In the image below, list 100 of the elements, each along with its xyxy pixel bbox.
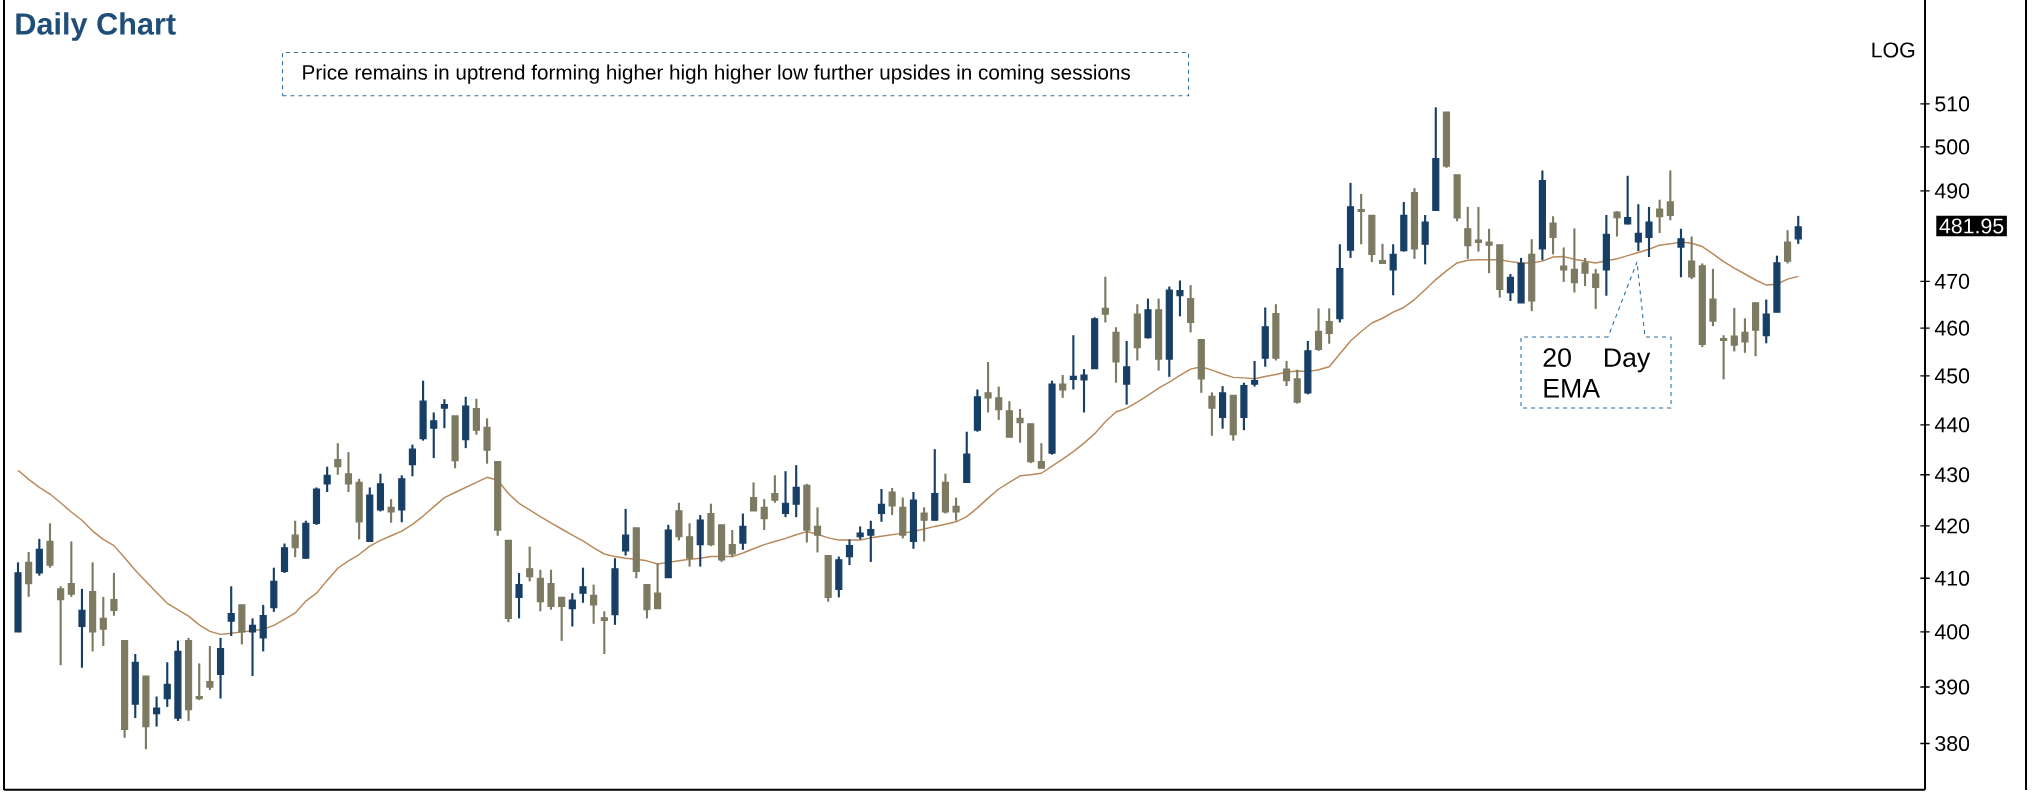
candlestick <box>867 519 875 563</box>
y-tick-label: 380 <box>1935 735 1970 752</box>
candlestick <box>1645 205 1653 259</box>
candlestick <box>25 550 33 598</box>
candlestick <box>536 568 544 613</box>
candlestick <box>1560 246 1568 283</box>
candlestick <box>163 661 171 708</box>
candlestick <box>1069 334 1077 391</box>
y-tick-label: 450 <box>1934 368 1970 384</box>
candlestick <box>1378 242 1387 266</box>
y-tick-label: 470 <box>1934 273 1970 289</box>
candlestick <box>1794 214 1802 245</box>
candlestick <box>792 464 800 519</box>
candlestick <box>1474 205 1483 253</box>
candlestick <box>430 411 438 460</box>
candlestick <box>206 644 214 692</box>
candlestick <box>323 465 331 494</box>
candlestick <box>1314 307 1323 353</box>
candlestick <box>749 481 758 512</box>
candlestick <box>280 542 289 575</box>
candlestick <box>1592 267 1600 310</box>
candlestick <box>526 545 534 583</box>
candlestick <box>67 540 75 598</box>
candlestick <box>771 474 779 504</box>
candlestick <box>1282 359 1291 388</box>
y-tick-label: 400 <box>1934 624 1970 640</box>
candlestick <box>1464 205 1472 260</box>
candlestick <box>78 587 86 669</box>
candlestick <box>739 512 747 551</box>
candlestick <box>1187 284 1195 334</box>
candlestick <box>515 571 523 620</box>
candlestick <box>1357 192 1365 246</box>
candlestick <box>46 522 54 569</box>
candlestick <box>291 519 299 559</box>
candlestick <box>1421 213 1429 266</box>
candlestick <box>1783 229 1792 265</box>
candlestick <box>1570 227 1578 294</box>
candlestick <box>579 566 587 604</box>
candlestick <box>1688 235 1696 281</box>
candlestick <box>995 385 1003 421</box>
candlestick <box>686 522 694 568</box>
candlestick <box>1506 272 1514 302</box>
y-tick-label: 420 <box>1934 518 1970 534</box>
candlestick <box>1059 373 1067 399</box>
candlestick <box>153 695 161 728</box>
candlestick <box>600 610 608 656</box>
candlestick <box>1709 267 1717 328</box>
candlestick <box>472 397 480 436</box>
candlestick <box>1293 368 1301 405</box>
candlestick <box>845 538 854 567</box>
candlestick <box>110 571 118 617</box>
candlestick <box>440 398 448 430</box>
y-tick-label: 460 <box>1934 320 1970 336</box>
candlestick <box>558 596 566 642</box>
candlestick <box>654 562 662 610</box>
chart-title: Daily Chart <box>16 12 176 41</box>
candlestick <box>760 498 768 532</box>
candlestick <box>387 498 395 524</box>
text: LOG <box>1872 42 1915 58</box>
candlestick <box>1720 334 1728 381</box>
candlestick <box>1730 306 1738 353</box>
candlestick <box>1389 243 1397 297</box>
candlestick <box>1037 442 1045 470</box>
candlestick <box>1613 210 1621 238</box>
y-tick-label: 510 <box>1935 96 1970 112</box>
candlestick <box>1741 317 1749 354</box>
candlestick <box>1581 256 1589 288</box>
candlestick <box>1325 307 1333 345</box>
candlestick <box>952 496 960 522</box>
candlestick <box>1634 203 1642 253</box>
candlestick <box>1123 339 1131 406</box>
candlestick <box>984 360 992 414</box>
candlestick <box>344 451 353 494</box>
candlestick <box>1080 368 1088 414</box>
candlestick <box>195 662 203 702</box>
candlestick <box>813 506 822 554</box>
candlestick <box>1208 391 1216 437</box>
candlestick <box>1656 198 1664 235</box>
y-tick-label: 500 <box>1935 139 1970 155</box>
candlestick <box>334 442 342 476</box>
candlestick <box>1016 407 1024 444</box>
candlestick <box>483 417 491 465</box>
candlestick <box>1762 298 1770 345</box>
candlestick <box>57 585 65 667</box>
y-tick-label: 390 <box>1935 679 1970 695</box>
candlestick <box>1250 359 1259 388</box>
text: 481.95 <box>1939 218 2004 234</box>
candlestick <box>408 443 417 478</box>
candlestick <box>99 595 107 648</box>
candlestick <box>1549 215 1557 256</box>
candlestick <box>227 585 235 638</box>
candlestick <box>622 507 630 557</box>
y-tick-label: 490 <box>1934 183 1970 199</box>
candlestick <box>728 528 736 559</box>
candlestick <box>1677 227 1685 279</box>
text: 20 Day EMA <box>1543 348 1651 398</box>
candlestick <box>35 537 43 577</box>
candlestick <box>590 583 598 625</box>
candlestick <box>1666 169 1674 222</box>
candlestick <box>888 486 896 517</box>
